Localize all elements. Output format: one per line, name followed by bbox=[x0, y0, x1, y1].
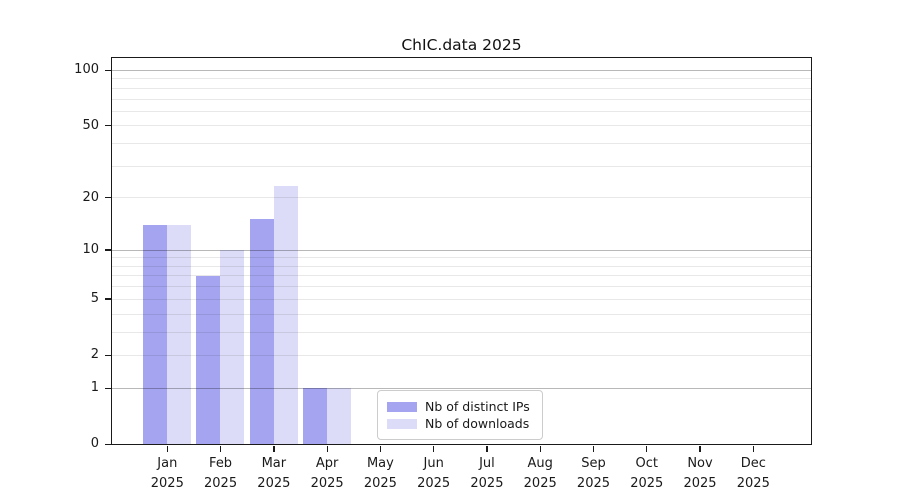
bar-feb-downloads bbox=[220, 249, 245, 444]
gridline-minor-80 bbox=[112, 87, 811, 89]
x-tick-label-jan: Jan 2025 bbox=[127, 454, 207, 493]
y-tick-mark-2 bbox=[105, 354, 111, 356]
gridline-minor-40 bbox=[112, 143, 811, 145]
y-tick-mark-20 bbox=[105, 196, 111, 199]
gridline-minor-50 bbox=[112, 125, 811, 127]
x-tick-label-apr: Apr 2025 bbox=[287, 454, 367, 493]
x-tick-year: 2025 bbox=[470, 475, 504, 491]
y-tick-mark-5 bbox=[105, 298, 111, 300]
x-tick-label-dec: Dec 2025 bbox=[713, 454, 793, 493]
gridline-minor-4 bbox=[112, 313, 811, 315]
gridline-major-10 bbox=[112, 249, 811, 251]
gridline-minor-70 bbox=[112, 98, 811, 100]
legend: Nb of distinct IPs Nb of downloads bbox=[377, 390, 543, 440]
gridline-minor-20 bbox=[112, 197, 811, 199]
x-tick-mark-dec bbox=[752, 445, 754, 452]
legend-item-downloads: Nb of downloads bbox=[378, 415, 542, 432]
x-tick-year: 2025 bbox=[417, 475, 451, 491]
y-tick-label-2: 2 bbox=[90, 347, 99, 363]
x-tick-mark-mar bbox=[273, 445, 275, 452]
y-tick-label-0: 0 bbox=[90, 436, 99, 452]
y-tick-mark-10 bbox=[105, 249, 111, 251]
x-tick-label-jul: Jul 2025 bbox=[447, 454, 527, 493]
x-tick-year: 2025 bbox=[576, 475, 611, 491]
legend-item-distinct-ips: Nb of distinct IPs bbox=[378, 398, 542, 415]
x-tick-year: 2025 bbox=[683, 475, 717, 491]
bar-mar-downloads bbox=[273, 186, 298, 444]
bar-feb-distinct-ips bbox=[196, 275, 221, 444]
gridline-minor-30 bbox=[112, 165, 811, 167]
chart-title: ChIC.data 2025 bbox=[401, 36, 522, 54]
y-tick-label-20: 20 bbox=[82, 189, 99, 205]
gridline-minor-2 bbox=[112, 354, 811, 356]
x-tick-label-sep: Sep 2025 bbox=[553, 454, 633, 493]
y-tick-label-1: 1 bbox=[90, 380, 99, 396]
x-tick-mark-jan bbox=[166, 445, 168, 452]
bar-apr-distinct-ips bbox=[302, 387, 327, 444]
x-tick-mark-may bbox=[379, 445, 382, 452]
x-tick-label-aug: Aug 2025 bbox=[500, 454, 580, 493]
y-tick-label-10: 10 bbox=[82, 241, 99, 257]
x-tick-mark-oct bbox=[646, 445, 648, 452]
x-tick-mark-sep bbox=[592, 445, 595, 452]
x-tick-year: 2025 bbox=[630, 475, 664, 491]
x-tick-label-jun: Jun 2025 bbox=[394, 454, 474, 493]
legend-swatch-distinct-ips-icon bbox=[387, 401, 417, 412]
gridline-minor-60 bbox=[112, 110, 811, 112]
y-tick-mark-100 bbox=[105, 69, 111, 71]
gridline-minor-90 bbox=[112, 78, 811, 80]
legend-label: Nb of downloads bbox=[425, 416, 530, 431]
x-tick-label-may: May 2025 bbox=[340, 454, 420, 493]
x-tick-year: 2025 bbox=[257, 475, 291, 491]
x-tick-label-nov: Nov 2025 bbox=[660, 454, 740, 493]
legend-swatch-downloads-icon bbox=[387, 418, 417, 429]
bar-jan-downloads bbox=[167, 224, 191, 444]
x-tick-label-mar: Mar 2025 bbox=[234, 454, 314, 493]
x-tick-year: 2025 bbox=[523, 475, 557, 491]
legend-label: Nb of distinct IPs bbox=[425, 399, 530, 414]
gridline-major-100 bbox=[112, 70, 811, 71]
x-tick-label-oct: Oct 2025 bbox=[607, 454, 687, 493]
x-tick-mark-aug bbox=[539, 445, 541, 452]
y-tick-label-50: 50 bbox=[82, 117, 99, 133]
x-tick-mark-feb bbox=[219, 445, 222, 452]
bar-apr-downloads bbox=[326, 387, 351, 444]
x-tick-year: 2025 bbox=[204, 475, 238, 491]
x-tick-year: 2025 bbox=[363, 475, 397, 491]
y-tick-label-100: 100 bbox=[74, 62, 99, 78]
gridline-minor-5 bbox=[112, 298, 811, 300]
x-tick-mark-apr bbox=[326, 445, 328, 452]
gridline-minor-7 bbox=[112, 275, 811, 277]
x-tick-year: 2025 bbox=[736, 475, 770, 491]
bar-mar-distinct-ips bbox=[249, 219, 274, 444]
y-tick-mark-50 bbox=[105, 125, 111, 127]
x-tick-year: 2025 bbox=[310, 475, 344, 491]
y-tick-mark-1 bbox=[105, 387, 111, 389]
y-tick-mark-0 bbox=[105, 443, 111, 445]
x-tick-year: 2025 bbox=[150, 475, 184, 491]
gridline-major-1 bbox=[112, 387, 811, 389]
y-tick-label-5: 5 bbox=[90, 291, 99, 307]
bar-jan-distinct-ips bbox=[143, 224, 167, 444]
x-tick-mark-jul bbox=[486, 445, 488, 452]
x-tick-mark-nov bbox=[699, 445, 701, 452]
x-tick-label-feb: Feb 2025 bbox=[181, 454, 261, 493]
gridline-minor-3 bbox=[112, 331, 811, 333]
gridline-minor-9 bbox=[112, 257, 811, 259]
gridline-minor-8 bbox=[112, 265, 811, 267]
gridline-minor-6 bbox=[112, 286, 811, 288]
x-tick-mark-jun bbox=[433, 445, 435, 452]
plot-area: Nb of distinct IPs Nb of downloads bbox=[111, 57, 812, 445]
